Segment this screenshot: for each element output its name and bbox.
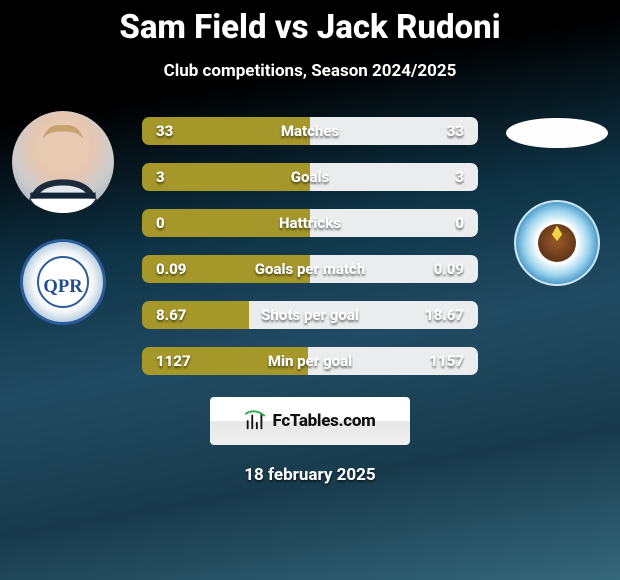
player1-photo <box>12 111 114 213</box>
qpr-badge-icon: QPR <box>23 242 103 322</box>
stat-row: 0Hattricks0 <box>142 209 478 237</box>
stat-value-p2: 0 <box>455 209 464 237</box>
player2-photo-placeholder <box>506 118 608 148</box>
svg-text:QPR: QPR <box>43 276 83 297</box>
stat-value-p2: 3 <box>455 163 464 191</box>
player1-column: QPR <box>8 111 118 325</box>
stat-row: 0.09Goals per match0.09 <box>142 255 478 283</box>
player2-column <box>502 113 612 286</box>
stat-row: 33Matches33 <box>142 117 478 145</box>
stat-label: Goals per match <box>142 255 478 283</box>
content-area: QPR 33Matches333Goals30Hattricks00.09Goa… <box>0 117 620 375</box>
page-title: Sam Field vs Jack Rudoni <box>0 0 620 47</box>
stat-value-p2: 33 <box>447 117 464 145</box>
coventry-badge-icon <box>516 202 598 284</box>
subtitle: Club competitions, Season 2024/2025 <box>0 61 620 81</box>
stat-label: Goals <box>142 163 478 191</box>
player1-club-badge: QPR <box>20 239 106 325</box>
stat-row: 1127Min per goal1157 <box>142 347 478 375</box>
stat-bars: 33Matches33 3Goals3 0Hattricks0 0.09Goals p… <box>142 117 478 375</box>
branding-text: FcTables.com <box>272 411 375 431</box>
branding-plate[interactable]: FcTables.com <box>210 397 410 445</box>
stat-value-p2: 1157 <box>429 347 464 375</box>
stat-value-p2: 0.09 <box>434 255 464 283</box>
stat-row: 8.67Shots per goal18.67 <box>142 301 478 329</box>
comparison-infographic: Sam Field vs Jack Rudoni Club competitio… <box>0 0 620 580</box>
stat-label: Matches <box>142 117 478 145</box>
stat-value-p2: 18.67 <box>425 301 464 329</box>
stat-label: Min per goal <box>142 347 478 375</box>
player2-club-badge <box>514 200 600 286</box>
stat-row: 3Goals3 <box>142 163 478 191</box>
fctables-logo-icon <box>244 410 266 432</box>
stat-label: Hattricks <box>142 209 478 237</box>
player1-silhouette <box>12 111 114 213</box>
date-label: 18 february 2025 <box>0 465 620 485</box>
